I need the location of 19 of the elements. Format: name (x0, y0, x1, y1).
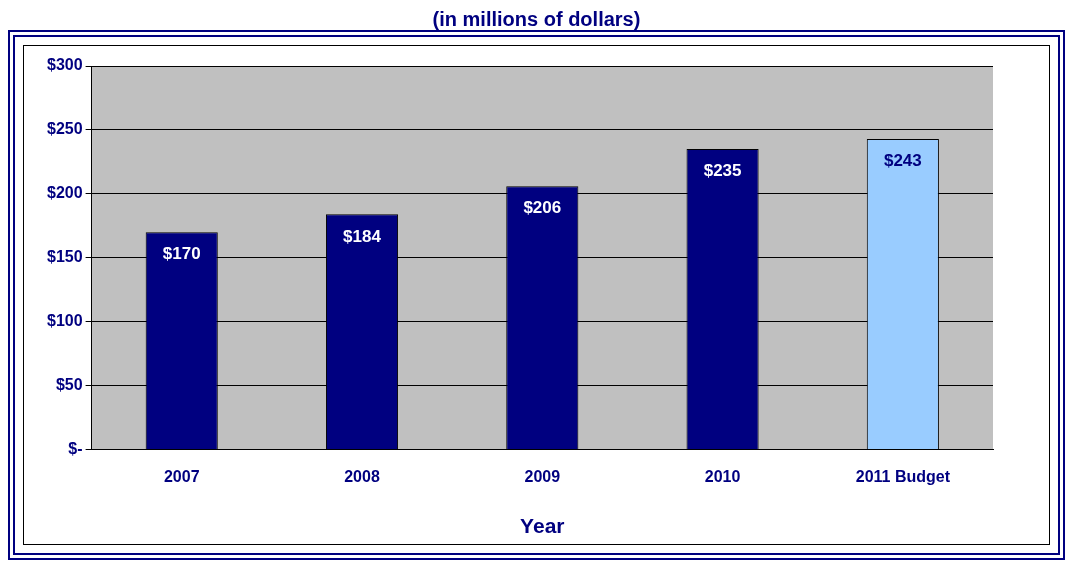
data-label: $170 (162, 244, 201, 264)
x-tick-label: 2010 (704, 467, 741, 485)
data-label: $243 (883, 151, 922, 171)
y-tick-label: $200 (47, 184, 83, 202)
x-tick-label: 2011 Budget (855, 467, 951, 485)
data-label: $235 (703, 161, 742, 181)
y-tick-label: $150 (47, 248, 83, 266)
y-tick-label: $- (68, 440, 83, 458)
data-label: $206 (523, 198, 562, 218)
y-tick-label: $300 (47, 56, 83, 74)
chart-subtitle: (in millions of dollars) (431, 8, 642, 30)
data-label: $184 (343, 226, 382, 246)
x-tick-label: 2008 (344, 467, 380, 485)
y-tick-label: $250 (47, 120, 83, 138)
y-tick-label: $100 (47, 312, 83, 330)
y-tick-label: $50 (55, 376, 83, 394)
x-axis-title: Year (520, 514, 565, 538)
x-tick-label: 2007 (163, 467, 200, 485)
x-tick-label: 2009 (524, 467, 561, 485)
